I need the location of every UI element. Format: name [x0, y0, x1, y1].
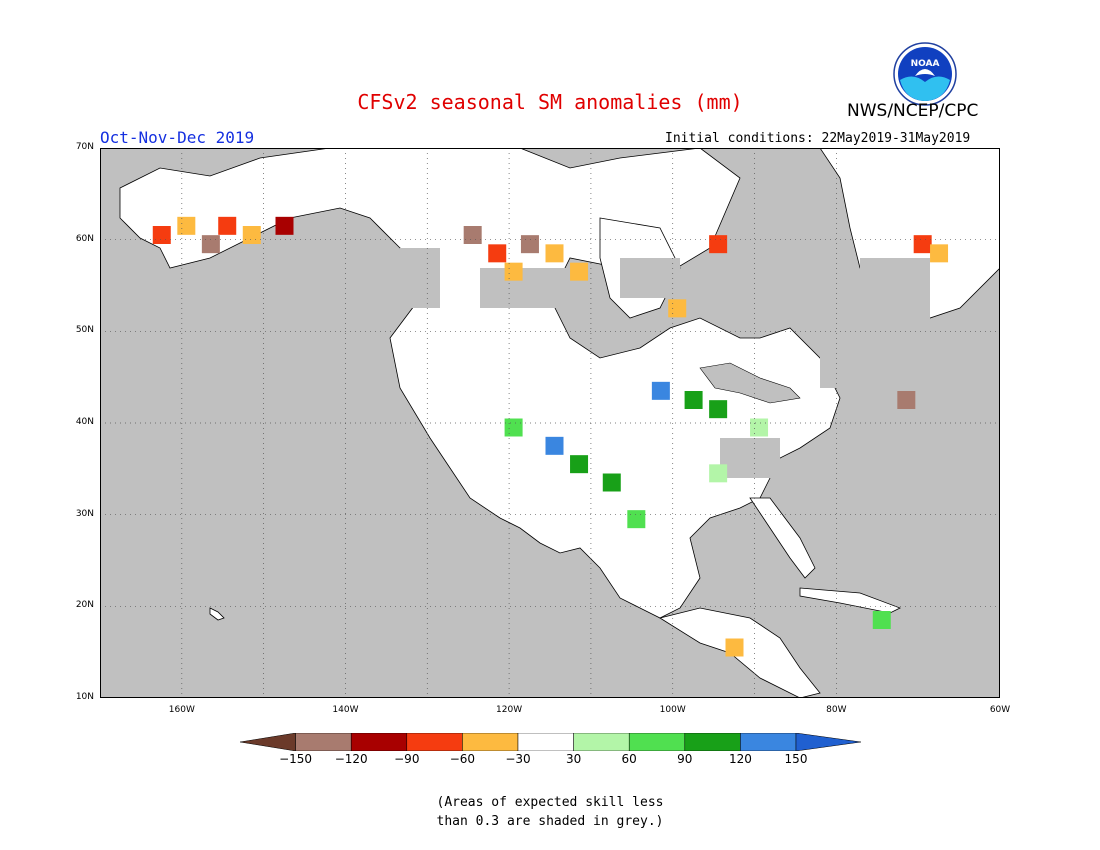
anomaly-cell	[930, 244, 949, 263]
anomaly-cell	[872, 611, 891, 629]
anomaly-cell	[709, 235, 728, 254]
anomaly-cell	[668, 299, 687, 318]
anomaly-cell	[684, 391, 703, 409]
legend-tick-label: 90	[677, 752, 693, 766]
legend-swatch	[573, 733, 630, 751]
cuba-island	[799, 587, 901, 614]
legend-swatch	[462, 733, 519, 751]
anomaly-cell	[218, 216, 237, 235]
anomaly-cell	[504, 418, 523, 437]
anomaly-cell	[520, 235, 539, 254]
legend-tick-label: 150	[784, 752, 808, 766]
legend-tick-label: 30	[565, 752, 582, 766]
season-label: Oct-Nov-Dec 2019	[100, 128, 255, 147]
anomaly-cell	[242, 226, 261, 244]
lat-lon-grid	[100, 148, 1000, 698]
latitude-label: 70N	[75, 142, 94, 152]
legend-tick-label: −120	[334, 752, 368, 766]
longitude-label: 160W	[168, 705, 195, 715]
skill-note: (Areas of expected skill less than 0.3 a…	[436, 795, 664, 829]
noaa-logo-text: NOAA	[911, 59, 940, 69]
anomaly-cell	[709, 400, 728, 419]
noaa-logo: NOAA	[893, 42, 957, 106]
great-lakes	[699, 362, 801, 404]
legend-swatch	[684, 733, 741, 751]
anomaly-cell	[488, 244, 507, 263]
anomaly-cell	[275, 216, 294, 235]
legend-swatch	[795, 733, 862, 751]
anomaly-cell	[725, 638, 744, 657]
anomaly-cell	[651, 381, 670, 400]
latitude-label: 50N	[75, 325, 94, 336]
legend-tick-label: −60	[449, 752, 476, 766]
latitude-label: 60N	[75, 233, 94, 244]
anomaly-cell	[913, 235, 932, 254]
anomaly-cell	[627, 510, 646, 529]
legend-tick-label: 120	[728, 752, 752, 766]
anomaly-cell	[463, 226, 482, 244]
low-skill-shading	[400, 248, 930, 478]
legend-swatch	[628, 733, 686, 751]
legend-swatch	[240, 733, 296, 751]
anomaly-cell	[897, 391, 916, 409]
map-title: CFSv2 seasonal SM anomalies (mm)	[357, 90, 743, 114]
anomaly-cell	[602, 473, 621, 492]
legend-tick-label: −90	[394, 752, 420, 766]
latitude-label: 10N	[75, 692, 94, 702]
map-canvas	[100, 148, 1000, 698]
legend-swatch	[295, 733, 352, 751]
longitude-label: 100W	[659, 705, 686, 715]
anomaly-cell	[545, 244, 564, 263]
hawaii-islands	[209, 607, 225, 621]
latitude-label: 20N	[75, 600, 94, 611]
anomaly-map	[100, 148, 1000, 698]
legend-swatch	[517, 733, 574, 751]
longitude-label: 80W	[826, 705, 847, 715]
legend-swatch	[406, 733, 463, 751]
anomaly-cell	[750, 418, 769, 437]
anomaly-cell	[545, 436, 564, 455]
anomaly-layer	[152, 216, 949, 657]
anomaly-cell	[177, 216, 196, 235]
longitude-label: 60W	[989, 705, 1011, 715]
latitude-label: 30N	[75, 508, 94, 519]
anomaly-cell	[570, 262, 589, 281]
anomaly-cell	[570, 455, 589, 474]
longitude-label: 140W	[332, 705, 359, 715]
anomaly-cell	[709, 464, 728, 483]
latitude-label: 40N	[75, 417, 94, 427]
legend-swatch	[350, 733, 408, 751]
initial-conditions-label: Initial conditions: 22May2019-31May2019	[665, 131, 971, 146]
color-legend	[240, 733, 862, 751]
anomaly-cell	[201, 235, 220, 254]
anomaly-cell	[152, 226, 171, 244]
agency-label: NWS/NCEP/CPC	[847, 101, 979, 121]
legend-tick-label: −150	[279, 752, 313, 766]
florida-peninsula	[749, 497, 816, 579]
legend-tick-label: −30	[505, 752, 531, 766]
anomaly-cell	[504, 262, 523, 281]
longitude-label: 120W	[496, 705, 523, 715]
legend-tick-label: 60	[621, 752, 637, 766]
legend-swatch	[740, 733, 797, 751]
